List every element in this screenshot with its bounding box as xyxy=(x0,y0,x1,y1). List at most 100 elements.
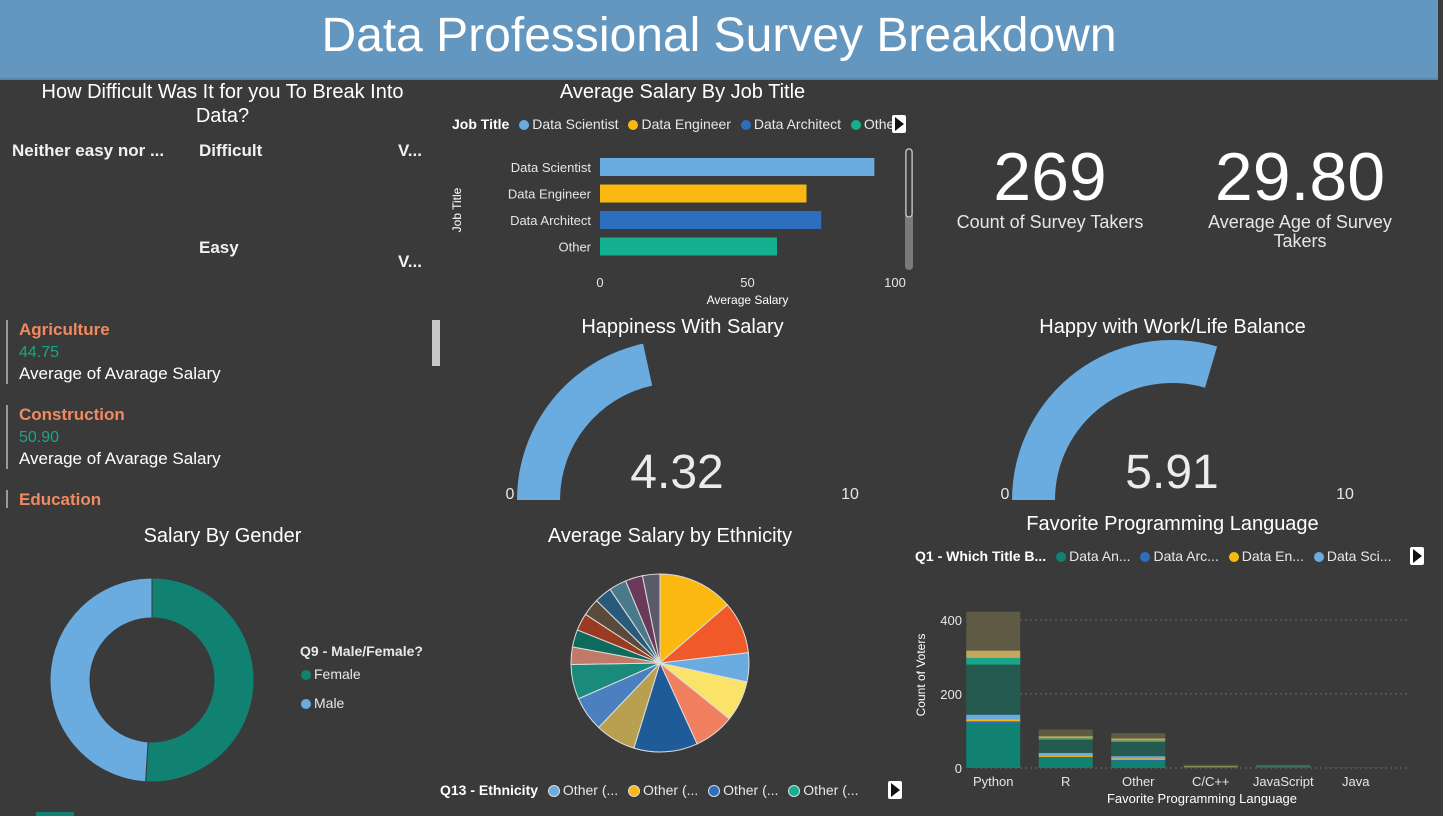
legend-item[interactable]: Other xyxy=(863,116,899,132)
bar-category-label: Data Engineer xyxy=(508,187,592,202)
job-salary-legend: Job Title Data Scientist Data Engineer D… xyxy=(452,116,899,132)
gauge-max-label: 10 xyxy=(841,486,859,503)
legend-item[interactable]: Other (... xyxy=(723,782,779,798)
average-age-label: Average Age of Survey Takers xyxy=(1180,213,1420,251)
play-icon xyxy=(890,783,900,797)
language-stacked-bar-chart: 0 200 400 Python R Other C/C++ JavaScript Java Fa… xyxy=(914,611,1410,806)
gender-legend-title: Q9 - Male/Female? xyxy=(300,643,423,659)
legend-dot xyxy=(301,670,311,681)
legend-dot xyxy=(1313,552,1324,563)
legend-item[interactable]: Data Arc... xyxy=(1153,548,1219,564)
card-divider xyxy=(6,320,8,384)
gauge-min-label: 0 xyxy=(506,486,515,503)
language-title: Favorite Programming Language xyxy=(1026,513,1319,535)
x-axis-label: Favorite Programming Language xyxy=(1107,791,1297,806)
legend-item[interactable]: Data En... xyxy=(1241,548,1304,564)
legend-dot xyxy=(301,699,311,710)
gender-slice xyxy=(145,577,255,783)
stacked-bar-segment xyxy=(1038,729,1093,737)
chart-scrollbar-thumb xyxy=(905,148,913,218)
legend-dot xyxy=(850,120,861,131)
average-age-value: 29.80 xyxy=(1214,139,1386,215)
legend-next-button[interactable] xyxy=(892,115,906,133)
legend-item[interactable]: Data Scientist xyxy=(532,116,619,132)
industry-salary-cards: Agriculture 44.75 Average of Avarage Sal… xyxy=(0,316,442,508)
legend-item[interactable]: Data An... xyxy=(1069,548,1131,564)
stacked-bar-segment xyxy=(1183,765,1238,767)
treemap-cell-label: V... xyxy=(398,252,422,271)
stacked-bar-segment xyxy=(966,611,1021,651)
legend-dot xyxy=(1140,552,1151,563)
stacked-bar-segment xyxy=(1111,759,1166,761)
x-tick-label: 100 xyxy=(884,275,906,290)
gauge-title-salary: Happiness With Salary xyxy=(581,316,784,338)
dashboard-title: Data Professional Survey Breakdown xyxy=(321,9,1117,62)
legend-dot xyxy=(740,120,751,131)
legend-item[interactable]: Data Architect xyxy=(753,116,842,132)
ethnicity-slice xyxy=(633,661,698,753)
survey-count-value: 269 xyxy=(993,139,1107,215)
ethnicity-slice xyxy=(659,573,729,665)
legend-dot xyxy=(628,120,639,131)
treemap-cell-easy[interactable]: Easy xyxy=(192,227,391,308)
gender-legend-item[interactable]: Male xyxy=(297,695,344,711)
treemap-cell-label: Difficult xyxy=(199,141,263,160)
gauge-title-balance: Happy with Work/Life Balance xyxy=(1039,316,1306,338)
average-age-label-line: Takers xyxy=(1273,231,1327,251)
treemap-cell-difficult[interactable]: Difficult xyxy=(192,130,391,227)
legend-title: Q13 - Ethnicity xyxy=(440,782,539,798)
stacked-bar-segment xyxy=(1038,736,1093,739)
legend-dot xyxy=(788,785,801,798)
gender-legend-item[interactable]: Female xyxy=(297,666,361,682)
x-tick-label: C/C++ xyxy=(1192,774,1230,789)
industry-name: Agriculture xyxy=(19,320,110,339)
stacked-bar-segment xyxy=(1183,764,1238,766)
difficulty-treemap: Neither easy nor ... Difficult Easy V...… xyxy=(5,130,440,308)
page-tab-indicator[interactable] xyxy=(36,812,74,816)
legend-item[interactable]: Other (... xyxy=(643,782,699,798)
gender-slice xyxy=(49,577,153,783)
legend-next-button[interactable] xyxy=(888,781,902,799)
stacked-bar-segment xyxy=(1183,766,1238,768)
stacked-bar-segment xyxy=(1111,733,1166,739)
stacked-bar-segment xyxy=(1038,756,1093,758)
x-tick-label: R xyxy=(1061,774,1070,789)
ethnicity-legend: Q13 - Ethnicity Other (... Other (... Ot… xyxy=(440,782,859,798)
legend-item[interactable]: Other (... xyxy=(562,782,619,798)
legend-item[interactable]: Data Sci... xyxy=(1326,548,1392,564)
y-tick-label: 0 xyxy=(955,761,962,776)
stacked-bar-segment xyxy=(1038,757,1093,768)
legend-item[interactable]: Other (... xyxy=(803,782,859,798)
treemap-cell-label: Neither easy nor ... xyxy=(12,141,165,160)
stacked-bar-segment xyxy=(1111,760,1166,768)
legend-next-button[interactable] xyxy=(1410,547,1424,565)
stacked-bar-segment xyxy=(1256,767,1311,768)
card-scrollbar[interactable] xyxy=(432,320,440,366)
y-axis-label: Job Title xyxy=(450,187,464,232)
bar-category-label: Data Scientist xyxy=(511,160,592,175)
legend-dot xyxy=(547,785,560,798)
treemap-cell-label: Easy xyxy=(199,238,239,257)
industry-label: Average of Avarage Salary xyxy=(19,364,221,383)
salary-bar xyxy=(600,184,807,203)
gender-title: Salary By Gender xyxy=(143,525,302,547)
treemap-cell-label: V... xyxy=(398,141,422,160)
salary-happiness-gauge: 4.32 0 10 xyxy=(506,343,859,503)
stacked-bar-segment xyxy=(966,664,1021,715)
stacked-bar-segment xyxy=(966,719,1021,722)
legend-label: Male xyxy=(314,695,345,711)
salary-bar xyxy=(600,158,875,176)
stacked-bar-segment xyxy=(1038,738,1093,740)
y-axis-label: Count of Voters xyxy=(914,634,928,717)
job-salary-title: Average Salary By Job Title xyxy=(559,81,806,103)
industry-value: 50.90 xyxy=(19,429,60,446)
legend-item[interactable]: Data Engineer xyxy=(641,116,731,132)
treemap-cell-neither[interactable]: Neither easy nor ... xyxy=(5,130,192,308)
treemap-cell-very-easy[interactable]: V... xyxy=(391,241,440,308)
treemap-cell-very-difficult[interactable]: V... xyxy=(391,130,440,241)
legend-title: Job Title xyxy=(452,116,510,132)
gender-donut-chart xyxy=(49,577,255,783)
job-salary-bar-chart: Data Scientist Data Engineer Data Architec… xyxy=(450,148,913,307)
stacked-bar-segment xyxy=(1038,752,1093,756)
gauge-value: 5.91 xyxy=(1125,446,1218,499)
